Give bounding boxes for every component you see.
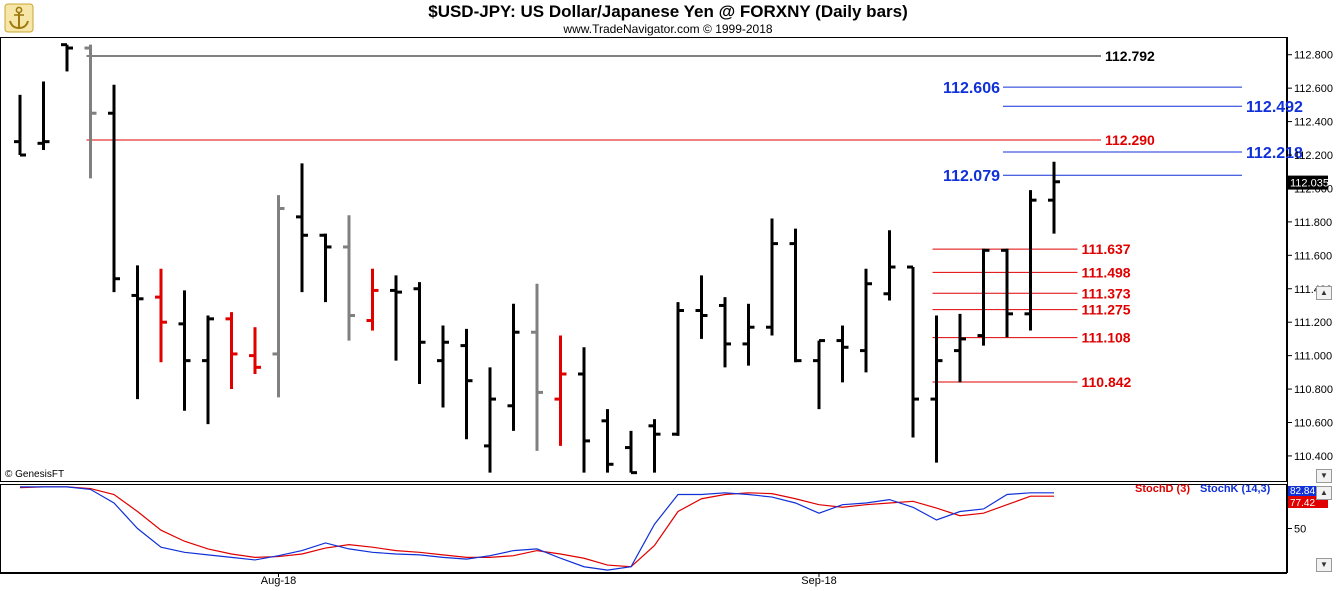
stoch-k-value-tag <box>1288 486 1328 496</box>
ohlc-bar <box>766 218 778 336</box>
ohlc-bar <box>907 265 919 438</box>
stoch-k-line <box>20 486 1054 571</box>
level-label: 112.218 <box>1246 145 1303 162</box>
level-label: 111.498 <box>1082 264 1131 280</box>
ohlc-bar <box>108 84 120 293</box>
price-tick-label: 112.200 <box>1294 150 1333 162</box>
ohlc-bar <box>437 325 449 408</box>
price-panel-border <box>0 37 1287 482</box>
ohlc-bar <box>719 297 731 368</box>
price-scroll-down-button[interactable]: ▼ <box>1316 469 1332 483</box>
date-tick-label: Aug-18 <box>261 575 296 587</box>
ohlc-bar <box>742 303 755 366</box>
price-scroll-up-button[interactable]: ▲ <box>1316 286 1332 300</box>
ohlc-bar <box>343 215 355 341</box>
level-label: 112.492 <box>1246 99 1303 116</box>
ohlc-bar <box>930 315 943 463</box>
indicator-scroll-down-button[interactable]: ▼ <box>1316 558 1332 572</box>
ohlc-bar <box>860 268 872 373</box>
ohlc-bar <box>1024 190 1037 331</box>
stoch-d-value: 77.42 <box>1290 498 1315 509</box>
ohlc-bar <box>249 327 261 375</box>
ohlc-bar <box>977 248 990 346</box>
price-tick-label: 111.800 <box>1294 217 1332 229</box>
level-label: 111.275 <box>1082 302 1131 318</box>
ohlc-bar <box>1001 248 1013 338</box>
level-label: 112.290 <box>1105 132 1155 148</box>
price-tick-label: 112.800 <box>1294 50 1333 62</box>
stoch-k-value: 82.84 <box>1290 486 1315 497</box>
ohlc-bar <box>883 230 896 301</box>
price-tick-label: 110.400 <box>1294 451 1333 463</box>
stoch-tick-label: 50 <box>1294 524 1306 536</box>
ohlc-bar <box>695 275 708 339</box>
ohlc-bar <box>672 302 684 436</box>
stoch-d-legend: StochD (3) <box>1135 483 1190 495</box>
ohlc-bar <box>531 283 543 451</box>
ohlc-bar <box>484 367 496 473</box>
price-tick-label: 110.600 <box>1294 417 1333 429</box>
price-tick-label: 111.200 <box>1294 317 1332 329</box>
ohlc-bar <box>578 347 590 473</box>
indicator-scroll-up-button[interactable]: ▲ <box>1316 486 1332 500</box>
ohlc-bar <box>37 81 50 151</box>
ohlc-bar <box>954 313 966 383</box>
stoch-k-legend: StochK (14,3) <box>1200 483 1271 495</box>
level-label: 112.079 <box>943 168 1000 185</box>
ohlc-bar <box>390 275 402 361</box>
ohlc-bar <box>131 265 144 400</box>
ohlc-bar <box>625 430 637 475</box>
level-label: 111.637 <box>1082 241 1131 257</box>
level-label: 111.373 <box>1082 285 1131 301</box>
ohlc-bar <box>296 163 308 293</box>
ohlc-bar <box>836 325 849 383</box>
current-price-tag <box>1288 175 1328 190</box>
price-tick-label: 111.600 <box>1294 250 1332 262</box>
ohlc-bar <box>507 303 520 431</box>
level-label: 111.108 <box>1082 330 1131 346</box>
ohlc-bar <box>789 228 802 363</box>
ohlc-bar <box>413 282 426 385</box>
level-label: 112.606 <box>943 80 1000 97</box>
ohlc-bar <box>319 233 332 303</box>
stoch-d-line <box>19 486 1054 568</box>
ohlc-bar <box>460 328 473 440</box>
ohlc-bar <box>84 44 97 179</box>
date-tick-label: Sep-18 <box>801 575 836 587</box>
ohlc-bar <box>178 290 191 411</box>
ohlc-bar <box>202 315 214 425</box>
anchor-logo-icon <box>4 3 34 33</box>
ohlc-bar <box>648 419 661 473</box>
ohlc-bar <box>14 94 26 157</box>
ohlc-bar <box>601 409 614 473</box>
chart-title: $USD-JPY: US Dollar/Japanese Yen @ FORXN… <box>428 2 908 21</box>
indicator-panel-border <box>0 484 1287 573</box>
chart-subtitle: www.TradeNavigator.com © 1999-2018 <box>563 22 773 36</box>
price-tick-label: 110.800 <box>1294 384 1333 396</box>
level-label: 110.842 <box>1082 374 1132 390</box>
price-tick-label: 112.600 <box>1294 83 1333 95</box>
ohlc-bar <box>155 268 167 363</box>
data-credit: © GenesisFT <box>5 469 65 480</box>
price-tick-label: 112.400 <box>1294 117 1333 129</box>
level-label: 112.792 <box>1105 48 1155 64</box>
ohlc-bar <box>1048 161 1060 234</box>
price-tick-label: 111.000 <box>1294 351 1332 363</box>
current-price-label: 112.035 <box>1290 178 1329 190</box>
ohlc-bar <box>61 43 73 72</box>
ohlc-bar <box>366 268 379 331</box>
ohlc-bar <box>554 335 567 446</box>
ohlc-bar <box>225 312 238 390</box>
ohlc-bar <box>272 195 285 398</box>
ohlc-bar <box>813 339 825 410</box>
